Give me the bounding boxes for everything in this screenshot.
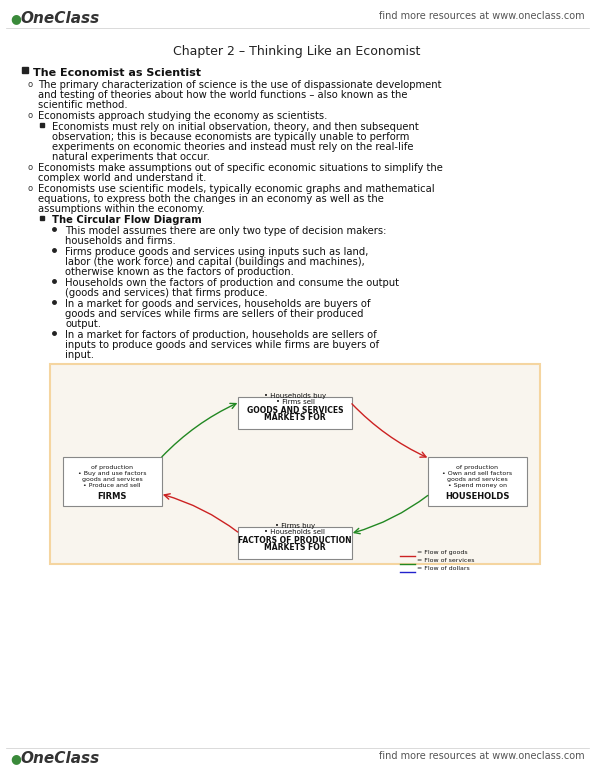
Text: households and firms.: households and firms.: [65, 236, 176, 246]
Text: = Flow of services: = Flow of services: [417, 558, 474, 563]
Text: otherwise known as the factors of production.: otherwise known as the factors of produc…: [65, 267, 294, 277]
Text: FACTORS OF PRODUCTION: FACTORS OF PRODUCTION: [238, 536, 352, 544]
Text: MARKETS FOR: MARKETS FOR: [264, 413, 326, 422]
Text: find more resources at www.oneclass.com: find more resources at www.oneclass.com: [380, 11, 585, 21]
FancyBboxPatch shape: [428, 457, 527, 506]
Text: GOODS AND SERVICES: GOODS AND SERVICES: [247, 406, 343, 415]
Text: • Firms sell: • Firms sell: [275, 399, 315, 405]
Text: scientific method.: scientific method.: [38, 100, 127, 110]
Text: and testing of theories about how the world functions – also known as the: and testing of theories about how the wo…: [38, 90, 408, 100]
Text: observation; this is because economists are typically unable to perform: observation; this is because economists …: [52, 132, 409, 142]
FancyBboxPatch shape: [50, 364, 540, 564]
Text: ●: ●: [10, 12, 21, 25]
Text: The primary characterization of science is the use of dispassionate development: The primary characterization of science …: [38, 80, 441, 90]
Text: goods and services: goods and services: [82, 477, 142, 482]
Text: Economists approach studying the economy as scientists.: Economists approach studying the economy…: [38, 111, 327, 121]
Text: o: o: [28, 80, 33, 89]
Text: The Circular Flow Diagram: The Circular Flow Diagram: [52, 215, 202, 225]
Text: find more resources at www.oneclass.com: find more resources at www.oneclass.com: [380, 751, 585, 761]
Text: goods and services: goods and services: [447, 477, 508, 482]
Text: assumptions within the economy.: assumptions within the economy.: [38, 204, 205, 214]
Text: o: o: [28, 163, 33, 172]
Text: • Firms buy: • Firms buy: [275, 523, 315, 529]
Text: o: o: [28, 111, 33, 120]
Text: = Flow of dollars: = Flow of dollars: [417, 566, 469, 571]
Text: In a market for factors of production, households are sellers of: In a market for factors of production, h…: [65, 330, 377, 340]
Text: complex world and understand it.: complex world and understand it.: [38, 173, 206, 183]
Text: output.: output.: [65, 319, 101, 329]
Text: • Spend money on: • Spend money on: [447, 483, 506, 487]
Text: input.: input.: [65, 350, 94, 360]
Text: HOUSEHOLDS: HOUSEHOLDS: [445, 492, 509, 501]
Text: Firms produce goods and services using inputs such as land,: Firms produce goods and services using i…: [65, 247, 368, 257]
Text: • Households buy: • Households buy: [264, 393, 326, 399]
Text: The Economist as Scientist: The Economist as Scientist: [33, 68, 201, 78]
Text: In a market for goods and services, households are buyers of: In a market for goods and services, hous…: [65, 299, 371, 309]
Text: ●: ●: [10, 752, 21, 765]
Text: Economists must rely on initial observation, theory, and then subsequent: Economists must rely on initial observat…: [52, 122, 419, 132]
Text: of production: of production: [456, 465, 498, 470]
Text: labor (the work force) and capital (buildings and machines),: labor (the work force) and capital (buil…: [65, 257, 365, 267]
Text: experiments on economic theories and instead must rely on the real-life: experiments on economic theories and ins…: [52, 142, 414, 152]
Text: OneClass: OneClass: [20, 11, 99, 26]
FancyBboxPatch shape: [238, 397, 352, 429]
Text: inputs to produce goods and services while firms are buyers of: inputs to produce goods and services whi…: [65, 340, 379, 350]
Text: goods and services while firms are sellers of their produced: goods and services while firms are selle…: [65, 309, 364, 319]
Text: This model assumes there are only two type of decision makers:: This model assumes there are only two ty…: [65, 226, 386, 236]
Text: natural experiments that occur.: natural experiments that occur.: [52, 152, 210, 162]
Text: OneClass: OneClass: [20, 751, 99, 765]
Text: Economists use scientific models, typically economic graphs and mathematical: Economists use scientific models, typica…: [38, 184, 434, 194]
Text: Households own the factors of production and consume the output: Households own the factors of production…: [65, 278, 399, 288]
Text: of production: of production: [91, 465, 133, 470]
Text: Economists make assumptions out of specific economic situations to simplify the: Economists make assumptions out of speci…: [38, 163, 443, 173]
Text: (goods and services) that firms produce.: (goods and services) that firms produce.: [65, 288, 268, 298]
Text: Chapter 2 – Thinking Like an Economist: Chapter 2 – Thinking Like an Economist: [173, 45, 421, 58]
Text: = Flow of goods: = Flow of goods: [417, 551, 468, 555]
Text: • Households sell: • Households sell: [265, 529, 325, 534]
FancyBboxPatch shape: [238, 527, 352, 559]
Text: equations, to express both the changes in an economy as well as the: equations, to express both the changes i…: [38, 194, 384, 204]
FancyBboxPatch shape: [63, 457, 162, 506]
Text: o: o: [28, 184, 33, 193]
Text: FIRMS: FIRMS: [98, 492, 127, 501]
Text: MARKETS FOR: MARKETS FOR: [264, 543, 326, 552]
Text: • Own and sell factors: • Own and sell factors: [442, 470, 512, 476]
Text: • Produce and sell: • Produce and sell: [83, 483, 141, 487]
Text: • Buy and use factors: • Buy and use factors: [78, 470, 146, 476]
